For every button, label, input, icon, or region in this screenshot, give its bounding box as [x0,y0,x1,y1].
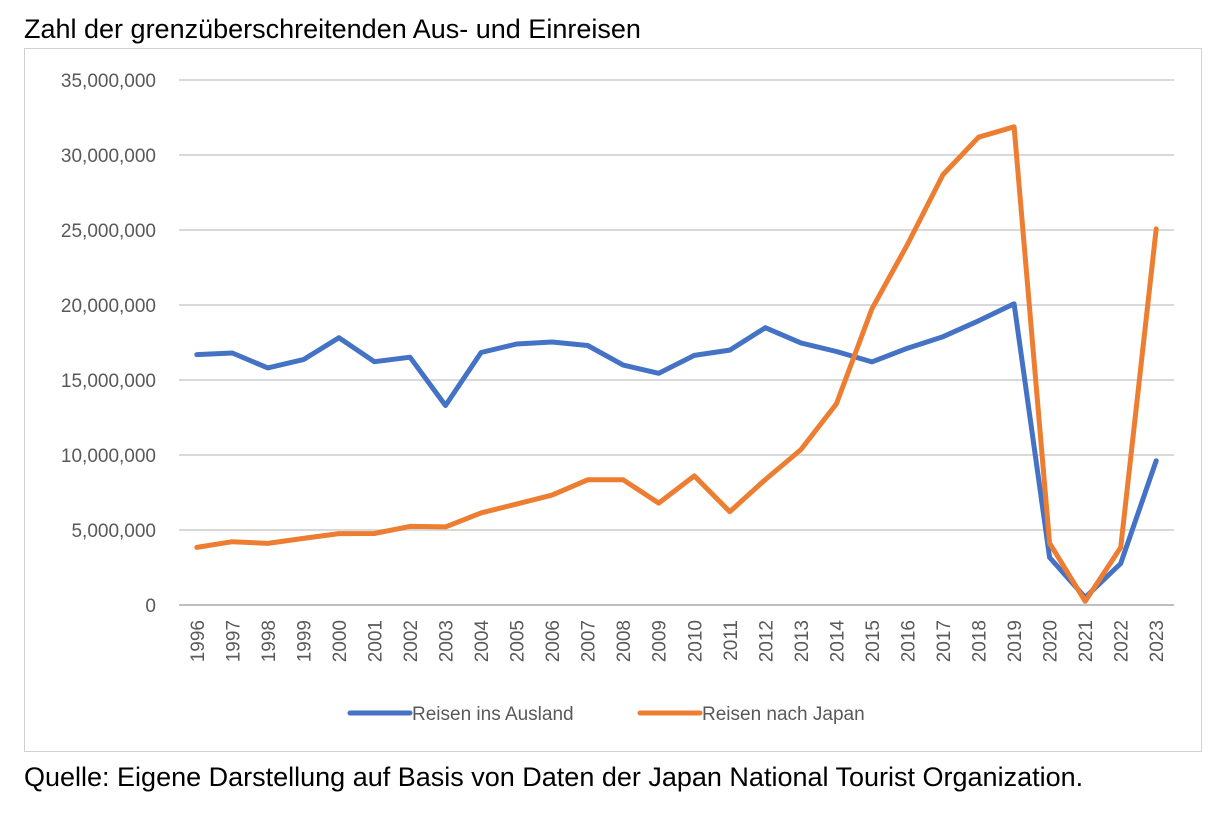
x-tick-label: 2004 [472,620,493,663]
x-tick-label: 1996 [188,620,209,662]
x-tick-label: 2006 [543,620,564,662]
x-tick-label: 2005 [508,620,529,662]
x-tick-label: 2002 [401,620,422,662]
chart-title: Zahl der grenzüberschreitenden Aus- und … [24,14,641,44]
x-tick-label: 2017 [934,620,955,662]
x-tick-label: 2020 [1041,620,1062,662]
x-tick-label: 2007 [579,620,600,662]
x-tick-label: 2012 [756,620,777,662]
y-tick-label: 0 [145,596,156,617]
legend-label: Reisen nach Japan [702,704,865,725]
x-tick-label: 2023 [1147,620,1168,662]
x-tick-label: 2011 [721,620,742,661]
x-tick-label: 2010 [685,620,706,662]
x-tick-label: 2022 [1112,620,1133,662]
x-tick-label: 2021 [1076,620,1097,662]
x-tick-label: 2016 [898,620,919,662]
y-tick-label: 5,000,000 [71,521,156,542]
legend-label: Reisen ins Ausland [412,704,574,725]
y-tick-label: 30,000,000 [61,146,156,167]
x-tick-label: 2018 [970,620,991,662]
chart-frame [24,48,1202,752]
x-tick-label: 2009 [650,620,671,662]
series-line [194,301,1159,600]
x-tick-label: 1999 [294,620,315,662]
x-tick-label: 2008 [614,620,635,662]
x-tick-label: 2013 [792,620,813,662]
y-tick-label: 35,000,000 [61,71,156,92]
x-tick-label: 2015 [863,620,884,662]
x-tick-label: 2000 [330,620,351,662]
x-tick-label: 2019 [1005,620,1026,662]
x-tick-label: 1998 [259,620,280,662]
x-tick-label: 2003 [437,620,458,662]
y-tick-label: 15,000,000 [61,371,156,392]
x-tick-label: 1997 [223,620,244,662]
y-tick-label: 25,000,000 [61,221,156,242]
x-tick-label: 2014 [827,620,848,663]
x-tick-label: 2001 [365,620,386,662]
source-note: Quelle: Eigene Darstellung auf Basis von… [24,762,1084,792]
y-tick-label: 20,000,000 [61,296,156,317]
y-tick-label: 10,000,000 [61,446,156,467]
series-line [194,124,1159,604]
